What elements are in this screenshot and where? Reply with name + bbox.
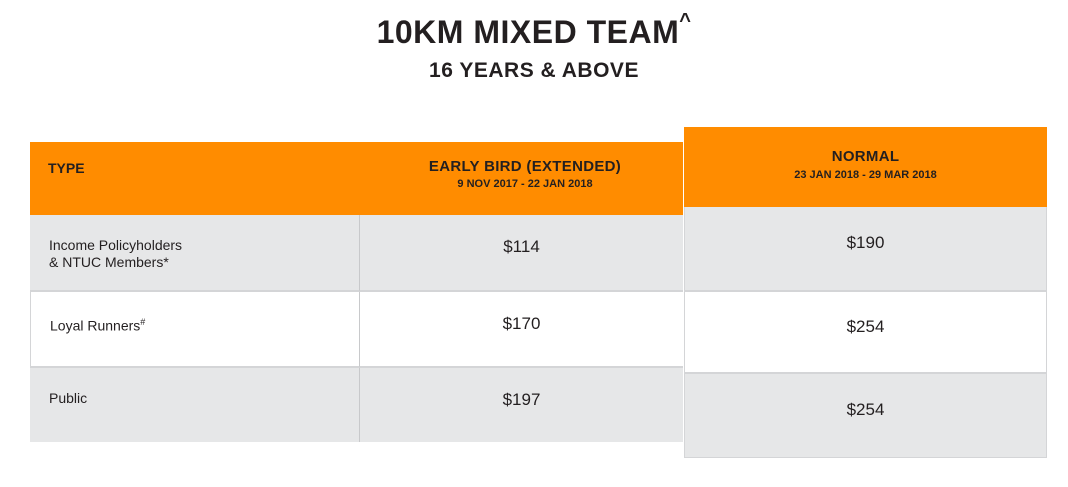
early-bird-price: $170 bbox=[360, 292, 683, 368]
early-bird-price: $114 bbox=[360, 215, 683, 292]
table-row-type-cell: Income Policyholders & NTUC Members* bbox=[30, 215, 360, 292]
type-label-mark: # bbox=[140, 317, 146, 327]
title-mark: ^ bbox=[679, 10, 692, 33]
type-label-line1: Loyal Runners bbox=[50, 317, 141, 334]
table-row-type-cell: Public bbox=[30, 368, 360, 442]
normal-price: $190 bbox=[684, 207, 1047, 292]
normal-price: $254 bbox=[684, 374, 1047, 458]
title-text: 10KM MIXED TEAM bbox=[376, 14, 680, 50]
page-subtitle: 16 YEARS & ABOVE bbox=[429, 59, 639, 82]
table-row-type-cell: Loyal Runners# bbox=[30, 292, 360, 368]
normal-price: $254 bbox=[684, 292, 1047, 374]
header-early-bird: EARLY BIRD (EXTENDED) 9 NOV 2017 - 22 JA… bbox=[360, 158, 690, 190]
type-label-line1: Income Policyholders bbox=[49, 237, 183, 253]
header-early-bird-dates: 9 NOV 2017 - 22 JAN 2018 bbox=[457, 178, 593, 190]
type-label-line2: & NTUC Members* bbox=[49, 254, 169, 270]
type-label-line1: Public bbox=[49, 390, 88, 406]
page-title: 10KM MIXED TEAM^ bbox=[0, 10, 1068, 51]
header-normal: NORMAL 23 JAN 2018 - 29 MAR 2018 bbox=[684, 127, 1047, 207]
early-bird-price: $197 bbox=[360, 368, 683, 442]
table-header-left: TYPE EARLY BIRD (EXTENDED) 9 NOV 2017 - … bbox=[30, 142, 683, 215]
header-type: TYPE bbox=[48, 160, 85, 176]
header-early-bird-label: EARLY BIRD (EXTENDED) bbox=[428, 158, 622, 175]
header-normal-dates: 23 JAN 2018 - 29 MAR 2018 bbox=[794, 169, 937, 181]
header-normal-label: NORMAL bbox=[831, 148, 900, 165]
